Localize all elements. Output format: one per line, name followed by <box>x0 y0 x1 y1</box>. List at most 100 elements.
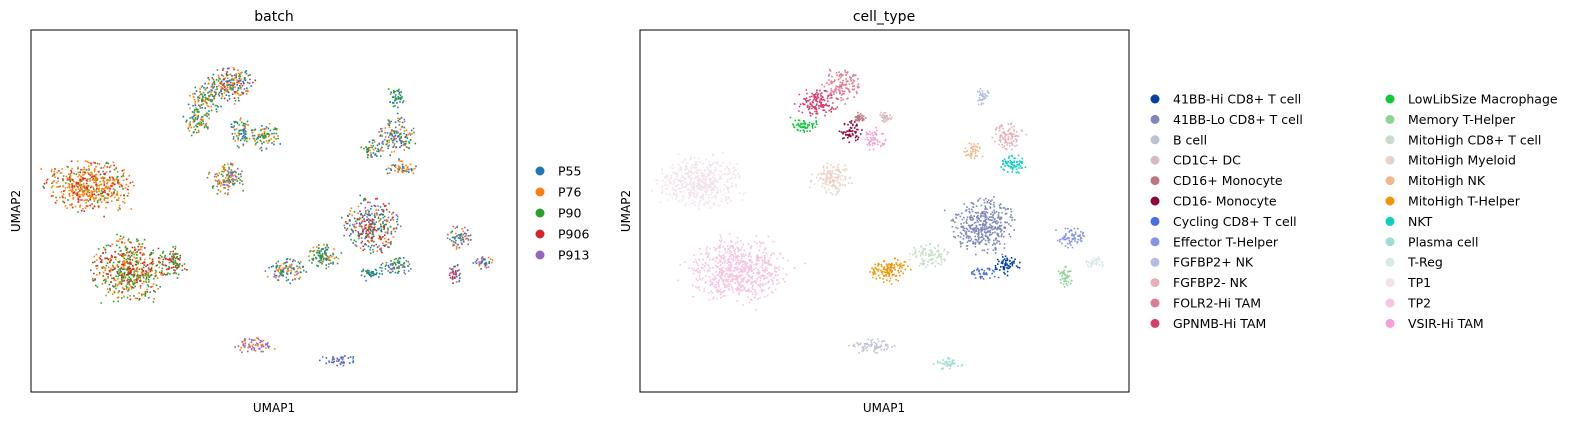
legend-label: P90 <box>558 206 581 221</box>
cluster-points <box>308 243 343 270</box>
cell-type-legend: 41BB-Hi CD8+ T cell 41BB-Lo CD8+ T cell B … <box>1150 92 1558 331</box>
cluster-points <box>239 337 276 352</box>
legend-entry: P90 <box>535 206 581 221</box>
legend-label: 41BB-Hi CD8+ T cell <box>1173 92 1301 107</box>
cluster-1 <box>821 68 860 105</box>
cluster-6 <box>879 111 893 123</box>
legend-label: FGFBP2- NK <box>1173 275 1248 290</box>
cluster-points <box>346 194 399 252</box>
legend-marker <box>1385 155 1395 165</box>
cluster-points <box>387 88 404 108</box>
legend-entry: FOLR2-Hi TAM <box>1150 296 1261 311</box>
legend-label: VSIR-Hi TAM <box>1408 316 1484 331</box>
cluster-1 <box>206 67 257 105</box>
cluster-18 <box>1000 154 1027 174</box>
legend-entry: Memory T-Helper <box>1385 112 1516 127</box>
legend-label: NKT <box>1408 214 1433 229</box>
legend-entry: P906 <box>535 227 589 242</box>
cluster-points <box>212 67 248 105</box>
legend-entry: B cell <box>1150 132 1207 147</box>
cluster-12 <box>341 194 402 255</box>
batch-x-axis-label: UMAP1 <box>253 401 295 415</box>
legend-marker <box>535 229 545 239</box>
legend-label: T-Reg <box>1407 255 1443 270</box>
legend-entry: MitoHigh CD8+ T cell <box>1385 132 1541 147</box>
legend-marker <box>535 208 545 218</box>
cell-type-points <box>651 68 1104 370</box>
legend-marker <box>1385 278 1395 288</box>
cluster-points <box>321 355 354 367</box>
legend-marker <box>1385 298 1395 308</box>
cluster-points <box>185 110 209 137</box>
legend-entry: MitoHigh NK <box>1385 173 1486 188</box>
legend-entry: P76 <box>535 185 581 200</box>
legend-label: FOLR2-Hi TAM <box>1173 296 1261 311</box>
cluster-points <box>208 163 244 196</box>
legend-marker <box>1150 176 1160 186</box>
cluster-points <box>231 120 253 149</box>
cluster-points <box>251 127 279 150</box>
cluster-16 <box>977 88 990 106</box>
legend-entry: CD1C+ DC <box>1150 153 1241 168</box>
legend-entry: CD16+ Monocyte <box>1150 173 1283 188</box>
batch-axes-frame <box>30 29 518 393</box>
cluster-12 <box>908 242 950 268</box>
legend-marker <box>1150 257 1160 267</box>
cluster-points <box>366 141 383 159</box>
cluster-points <box>360 139 382 158</box>
cluster-points <box>446 225 470 246</box>
cell-type-x-axis-label: UMAP1 <box>863 401 905 415</box>
cluster-6 <box>206 162 244 196</box>
legend-label: TP2 <box>1407 296 1431 311</box>
cluster-13 <box>387 88 405 109</box>
cluster-points <box>360 268 383 282</box>
legend-entry: Effector T-Helper <box>1150 234 1279 249</box>
batch-y-axis-label: UMAP2 <box>9 190 23 232</box>
cluster-points <box>268 258 307 285</box>
legend-label: P913 <box>558 248 589 263</box>
cluster-points <box>908 242 950 268</box>
cluster-points <box>821 68 860 105</box>
batch-panel: batch UMAP1 UMAP2 P55 P76 P90 P906 P913 <box>9 9 589 415</box>
legend-marker <box>1385 216 1395 226</box>
legend-entry: CD16- Monocyte <box>1150 194 1277 209</box>
cluster-11 <box>308 243 343 270</box>
legend-label: P55 <box>558 164 581 179</box>
cluster-points <box>264 259 299 281</box>
cluster-points <box>448 264 460 284</box>
legend-marker <box>1385 237 1395 247</box>
cluster-points <box>838 120 863 144</box>
legend-marker <box>535 187 545 197</box>
legend-marker <box>1385 196 1395 206</box>
cluster-points <box>472 258 491 270</box>
cluster-points <box>365 141 382 158</box>
legend-label: GPNMB-Hi TAM <box>1173 316 1266 331</box>
cluster-11 <box>869 257 912 285</box>
cluster-13 <box>943 196 1016 256</box>
cluster-24 <box>932 357 964 370</box>
cluster-points <box>1000 154 1027 174</box>
cluster-10 <box>264 258 307 285</box>
cluster-points <box>308 243 340 268</box>
cluster-points <box>234 338 271 354</box>
cluster-23 <box>319 355 355 367</box>
legend-entry: GPNMB-Hi TAM <box>1150 316 1266 331</box>
cluster-points <box>789 116 818 133</box>
cell-type-axes-frame <box>639 29 1130 393</box>
batch-legend: P55 P76 P90 P906 P913 <box>535 164 589 263</box>
legend-entry: FGFBP2+ NK <box>1150 255 1254 270</box>
legend-marker <box>1385 318 1395 328</box>
legend-label: MitoHigh T-Helper <box>1408 194 1521 209</box>
cluster-points <box>991 122 1028 151</box>
legend-marker <box>1150 94 1160 104</box>
legend-marker <box>1385 114 1395 124</box>
cluster-3 <box>182 110 210 137</box>
legend-entry: Plasma cell <box>1385 234 1479 249</box>
legend-entry: VSIR-Hi TAM <box>1385 316 1484 331</box>
cluster-5 <box>854 111 867 122</box>
cluster-points <box>1085 256 1104 268</box>
cluster-points <box>232 117 256 147</box>
cluster-points <box>266 261 302 280</box>
legend-label: MitoHigh Myeloid <box>1408 153 1516 168</box>
cluster-21 <box>1085 256 1104 268</box>
